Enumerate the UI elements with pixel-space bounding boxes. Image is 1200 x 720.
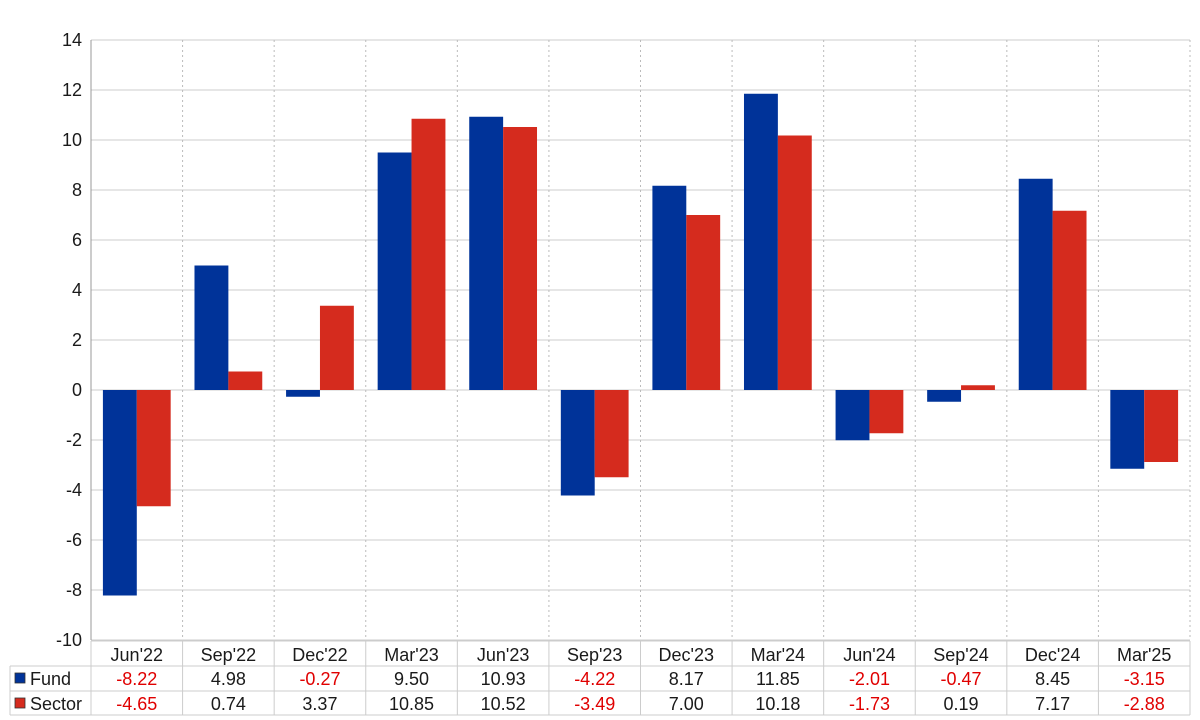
- y-tick-label: 8: [72, 180, 82, 200]
- x-tick-label: Mar'23: [384, 645, 438, 665]
- bar-sector: [503, 127, 538, 390]
- legend-label-sector: Sector: [30, 694, 82, 714]
- y-tick-label: -2: [66, 430, 82, 450]
- x-tick-label: Sep'24: [933, 645, 989, 665]
- legend-label-fund: Fund: [30, 669, 71, 689]
- data-label-sector: 3.37: [302, 694, 337, 714]
- bar-sector: [869, 390, 904, 434]
- x-tick-label: Mar'24: [751, 645, 805, 665]
- y-tick-label: 14: [62, 30, 82, 50]
- y-tick-label: -8: [66, 580, 82, 600]
- bar-sector: [961, 385, 995, 390]
- legend-swatch-sector: [14, 697, 26, 709]
- data-label-fund: 8.17: [669, 669, 704, 689]
- y-tick-label: 6: [72, 230, 82, 250]
- data-label-sector: 0.74: [211, 694, 246, 714]
- bar-fund: [194, 265, 229, 390]
- data-label-fund: 10.93: [481, 669, 526, 689]
- x-tick-label: Jun'24: [843, 645, 895, 665]
- bar-sector: [686, 215, 721, 390]
- bar-fund: [469, 116, 504, 390]
- y-tick-label: -4: [66, 480, 82, 500]
- bar-fund: [1018, 178, 1053, 390]
- x-tick-label: Dec'23: [659, 645, 714, 665]
- x-tick-label: Jun'23: [477, 645, 529, 665]
- bar-fund: [1110, 390, 1145, 469]
- y-tick-label: -10: [56, 630, 82, 650]
- bar-fund: [652, 185, 687, 390]
- data-label-fund: -0.47: [941, 669, 982, 689]
- x-tick-label: Sep'22: [201, 645, 257, 665]
- data-label-sector: 10.85: [389, 694, 434, 714]
- legend-swatch-fund: [14, 672, 26, 684]
- data-label-fund: 9.50: [394, 669, 429, 689]
- bar-sector: [228, 371, 263, 390]
- bar-sector: [1052, 210, 1087, 390]
- data-label-fund: -3.15: [1124, 669, 1165, 689]
- data-label-fund: 8.45: [1035, 669, 1070, 689]
- bar-fund: [835, 390, 870, 441]
- data-label-sector: 10.18: [755, 694, 800, 714]
- bar-fund: [102, 390, 137, 596]
- data-label-sector: -1.73: [849, 694, 890, 714]
- data-label-fund: 11.85: [756, 669, 800, 689]
- y-tick-label: -6: [66, 530, 82, 550]
- bar-sector: [777, 135, 812, 390]
- data-label-sector: -3.49: [574, 694, 615, 714]
- y-tick-label: 2: [72, 330, 82, 350]
- bar-sector: [411, 118, 446, 390]
- bar-fund: [927, 390, 962, 402]
- data-label-sector: 0.19: [944, 694, 979, 714]
- bar-fund: [377, 152, 412, 390]
- bar-fund: [743, 93, 778, 390]
- y-tick-label: 0: [72, 380, 82, 400]
- x-tick-label: Sep'23: [567, 645, 623, 665]
- y-tick-label: 4: [72, 280, 82, 300]
- data-label-fund: -8.22: [116, 669, 157, 689]
- data-label-fund: -2.01: [849, 669, 890, 689]
- y-tick-label: 12: [62, 80, 82, 100]
- bar-fund: [560, 390, 595, 496]
- x-tick-label: Jun'22: [111, 645, 163, 665]
- data-label-sector: 7.00: [669, 694, 704, 714]
- data-label-sector: -2.88: [1124, 694, 1165, 714]
- bar-fund: [286, 390, 320, 397]
- y-tick-label: 10: [62, 130, 82, 150]
- bar-sector: [1144, 390, 1179, 462]
- bar-sector: [319, 305, 354, 390]
- data-label-sector: -4.65: [116, 694, 157, 714]
- data-label-fund: -4.22: [574, 669, 615, 689]
- x-tick-label: Mar'25: [1117, 645, 1171, 665]
- bar-sector: [136, 390, 171, 507]
- x-tick-label: Dec'22: [292, 645, 347, 665]
- data-label-sector: 7.17: [1035, 694, 1070, 714]
- data-label-fund: -0.27: [299, 669, 340, 689]
- bar-sector: [594, 390, 629, 478]
- data-label-sector: 10.52: [481, 694, 526, 714]
- x-tick-label: Dec'24: [1025, 645, 1080, 665]
- data-label-fund: 4.98: [211, 669, 246, 689]
